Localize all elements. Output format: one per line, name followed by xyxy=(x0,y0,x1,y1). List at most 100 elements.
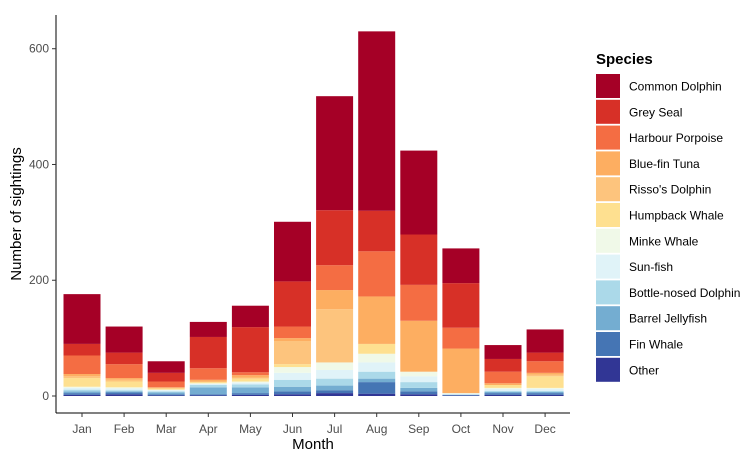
bar-segment xyxy=(274,326,311,339)
legend-swatch xyxy=(596,357,620,382)
bar-segment xyxy=(231,372,269,376)
bar-segment xyxy=(63,378,101,387)
bar-segment xyxy=(274,379,311,387)
bar-segment xyxy=(105,394,143,396)
bar-segment xyxy=(526,352,564,362)
legend-swatch xyxy=(596,228,620,253)
bar-segment xyxy=(316,378,354,386)
bar-segment xyxy=(189,321,227,337)
legend-swatch xyxy=(596,306,620,331)
bar-segment xyxy=(189,368,227,380)
bar-segment xyxy=(358,210,396,252)
x-axis-ticks: Jan Feb Mar Apr May Jun Jul Aug Sep Oct Nov Dec xyxy=(72,413,556,436)
bar-segment xyxy=(147,388,185,390)
bar-segment xyxy=(189,387,227,395)
bar-segment xyxy=(484,393,522,395)
bar-segment xyxy=(316,96,354,211)
bar-segment xyxy=(526,329,564,353)
x-tick-label: Nov xyxy=(492,422,513,436)
x-tick-label: Aug xyxy=(366,422,387,436)
bar-segment xyxy=(147,387,185,389)
legend-label: Blue-fin Tuna xyxy=(629,157,700,171)
bar-segment xyxy=(526,361,564,373)
bar-segment xyxy=(147,394,185,396)
bar-segment xyxy=(526,391,564,394)
legend-label: Risso's Dolphin xyxy=(629,183,711,197)
x-tick-label: Dec xyxy=(534,422,555,436)
bar-segment xyxy=(105,352,143,365)
bar-segment xyxy=(189,383,227,386)
legend-label: Minke Whale xyxy=(629,234,699,248)
x-tick-label: Jan xyxy=(72,422,91,436)
bar-segment xyxy=(526,376,564,388)
bar-segment xyxy=(63,376,101,379)
bar-segment xyxy=(274,341,311,365)
bar-segment xyxy=(105,387,143,389)
legend-swatch xyxy=(596,151,620,176)
y-tick-label: 600 xyxy=(29,42,49,56)
bar-segment xyxy=(358,378,396,383)
legend-swatch xyxy=(596,177,620,202)
x-tick-label: Jul xyxy=(327,422,342,436)
bar-segment xyxy=(63,394,101,396)
bar-segment xyxy=(484,394,522,396)
bar-segment xyxy=(147,372,185,382)
bar-segment xyxy=(274,367,311,373)
bar-segment xyxy=(400,371,438,377)
legend-label: Barrel Jellyfish xyxy=(629,312,707,326)
bar-segment xyxy=(526,374,564,377)
legend-label: Other xyxy=(629,363,659,377)
bar-segment xyxy=(400,376,438,383)
bar-segment xyxy=(442,248,480,284)
x-tick-label: Oct xyxy=(452,422,471,436)
bar-segment xyxy=(231,387,269,394)
bar-segment xyxy=(484,358,522,372)
legend-label: Fin Whale xyxy=(629,338,683,352)
bar-segment xyxy=(316,309,354,363)
bar-segment xyxy=(147,381,185,388)
bar-segment xyxy=(63,393,101,395)
bar-segment xyxy=(147,392,185,395)
bar-segment xyxy=(63,374,101,377)
bar-segment xyxy=(274,391,311,395)
bar-segment xyxy=(358,371,396,379)
x-tick-label: Feb xyxy=(114,422,135,436)
bar-segment xyxy=(526,387,564,390)
bar-segment xyxy=(189,383,227,384)
bar-segment xyxy=(147,391,185,393)
bar-segment xyxy=(274,338,311,342)
bar-segment xyxy=(63,389,101,392)
bar-segment xyxy=(274,221,311,282)
bar-segment xyxy=(526,394,564,396)
bar-segment xyxy=(105,381,143,388)
bar-segment xyxy=(189,381,227,383)
bar-segment xyxy=(105,390,143,392)
bar-segment xyxy=(231,394,269,396)
legend-swatch xyxy=(596,74,620,98)
legend-swatch xyxy=(596,99,620,124)
bar-segment xyxy=(358,296,396,344)
bar-segment xyxy=(105,326,143,353)
bar-segment xyxy=(358,362,396,372)
bar-segment xyxy=(526,390,564,392)
bar-segment xyxy=(63,343,101,356)
bar-segment xyxy=(231,378,269,382)
bar-segment xyxy=(147,390,185,392)
bar-segment xyxy=(442,327,480,349)
legend-swatch xyxy=(596,203,620,227)
bar-segment xyxy=(189,382,227,384)
bar-segment xyxy=(484,389,522,391)
legend-swatch xyxy=(596,125,620,150)
bar-segment xyxy=(231,384,269,388)
bar-segment xyxy=(231,381,269,383)
bar-segment xyxy=(400,234,438,285)
x-tick-label: Apr xyxy=(199,422,218,436)
bar-segment xyxy=(484,390,522,392)
bar-segment xyxy=(316,265,354,291)
bar-segment xyxy=(274,364,311,368)
legend-swatch xyxy=(596,280,620,305)
bar-segment xyxy=(526,389,564,391)
bar-segment xyxy=(147,361,185,373)
bar-segment xyxy=(147,387,185,388)
